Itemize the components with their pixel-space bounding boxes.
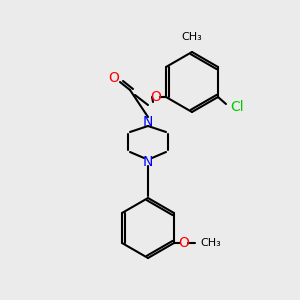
Text: CH₃: CH₃: [182, 32, 203, 42]
Text: O: O: [178, 236, 189, 250]
Text: N: N: [143, 115, 153, 129]
Text: O: O: [151, 90, 161, 104]
Text: N: N: [143, 155, 153, 169]
Text: O: O: [109, 71, 119, 85]
Text: Cl: Cl: [230, 100, 244, 114]
Text: CH₃: CH₃: [200, 238, 221, 248]
